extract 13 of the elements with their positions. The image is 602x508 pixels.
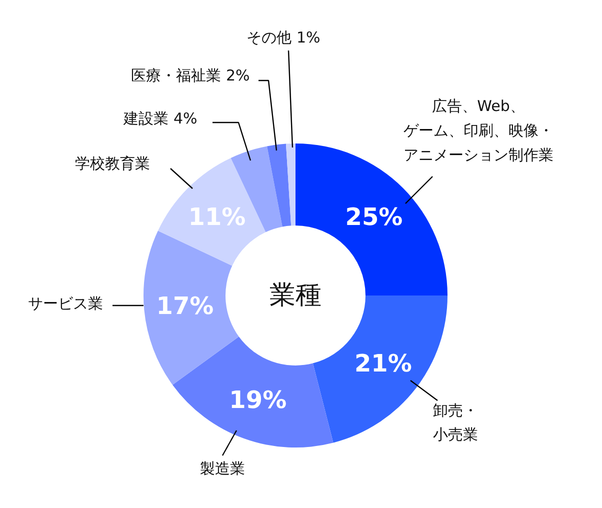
slice-label: その他 1%: [246, 28, 320, 46]
slice-label: 広告、Web、ゲーム、印刷、映像・アニメーション制作業: [404, 97, 554, 164]
text: 業種: [270, 280, 322, 310]
data-label: 17%: [156, 292, 214, 320]
slice-label: 建設業 4%: [122, 110, 198, 128]
data-label: 19%: [229, 386, 287, 414]
slice-label: 製造業: [200, 460, 245, 478]
slice-label: サービス業: [28, 294, 103, 312]
data-label: 21%: [354, 350, 412, 378]
data-label: 25%: [345, 203, 403, 232]
slice-label: 学校教育業: [75, 154, 150, 172]
slice-label: 卸売・小売業: [433, 401, 478, 444]
slice-label: 医療・福祉業 2%: [131, 66, 250, 84]
